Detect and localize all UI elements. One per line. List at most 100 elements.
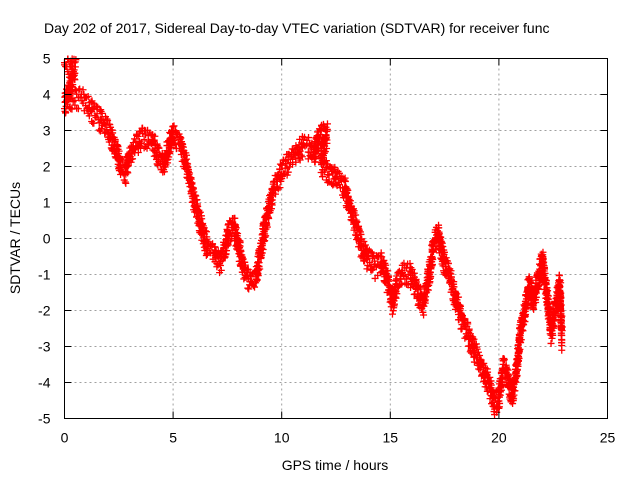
- data-point: [378, 253, 386, 261]
- data-point: [127, 158, 135, 166]
- data-point: [319, 173, 327, 181]
- data-point: [305, 134, 313, 142]
- data-point: [319, 141, 327, 149]
- data-point: [136, 128, 144, 136]
- data-point: [61, 89, 69, 97]
- data-point: [104, 116, 112, 124]
- data-point: [399, 268, 407, 276]
- data-point: [271, 190, 279, 198]
- data-point: [151, 132, 159, 140]
- data-point: [321, 125, 329, 133]
- data-point: [154, 143, 162, 151]
- data-point: [518, 326, 526, 334]
- y-tick-label: 0: [43, 231, 51, 247]
- data-point: [511, 387, 519, 395]
- data-point: [406, 260, 414, 268]
- data-point: [361, 251, 369, 259]
- data-point: [84, 92, 92, 100]
- y-tick-label: 1: [43, 195, 51, 211]
- data-point: [194, 202, 202, 210]
- data-point: [469, 335, 477, 343]
- data-point: [455, 293, 463, 301]
- y-tick-label: -3: [38, 339, 51, 355]
- data-point: [188, 180, 196, 188]
- data-point: [486, 373, 494, 381]
- data-point: [384, 267, 392, 275]
- data-point: [400, 259, 408, 267]
- axis-ticks: [64, 58, 608, 419]
- data-point: [362, 241, 370, 249]
- data-point: [496, 399, 504, 407]
- data-point: [276, 184, 284, 192]
- data-point: [465, 325, 473, 333]
- data-point: [335, 181, 343, 189]
- data-point: [259, 245, 267, 253]
- data-point: [231, 214, 239, 222]
- data-point: [196, 208, 204, 216]
- data-point: [346, 197, 354, 205]
- data-point: [232, 224, 240, 232]
- data-point: [439, 243, 447, 251]
- data-point: [129, 155, 137, 163]
- data-point: [344, 186, 352, 194]
- data-point: [331, 163, 339, 171]
- data-point: [438, 238, 446, 246]
- data-point: [399, 271, 407, 279]
- y-tick-label: 2: [43, 159, 51, 175]
- data-point: [532, 293, 540, 301]
- data-point: [297, 151, 305, 159]
- data-point: [371, 257, 379, 265]
- data-point: [392, 294, 400, 302]
- data-point: [62, 108, 70, 116]
- data-point: [187, 174, 195, 182]
- y-tick-label: -4: [38, 375, 51, 391]
- data-point: [366, 258, 374, 266]
- data-point: [547, 339, 555, 347]
- y-tick-label: -1: [38, 267, 51, 283]
- data-point: [517, 336, 525, 344]
- x-tick-label: 15: [383, 430, 399, 446]
- data-point: [542, 280, 550, 288]
- data-point: [464, 320, 472, 328]
- data-point: [515, 354, 523, 362]
- data-point: [325, 171, 333, 179]
- data-point: [223, 242, 231, 250]
- data-point: [349, 206, 357, 214]
- data-point: [284, 168, 292, 176]
- data-point: [258, 249, 266, 257]
- x-tick-labels: 0 5 10 15 20 25: [61, 430, 616, 446]
- grid-lines: [64, 58, 608, 419]
- data-point: [388, 310, 396, 318]
- data-point: [364, 251, 372, 259]
- data-point: [345, 195, 353, 203]
- data-point: [447, 270, 455, 278]
- x-tick-label: 20: [491, 430, 507, 446]
- data-point: [227, 218, 235, 226]
- data-point: [390, 300, 398, 308]
- data-point: [114, 143, 122, 151]
- y-axis-label: SDTVAR / TECUs: [7, 182, 23, 294]
- data-point: [122, 179, 130, 187]
- data-point: [525, 274, 533, 282]
- data-point: [513, 366, 521, 374]
- data-point: [556, 284, 564, 292]
- data-point: [503, 365, 511, 373]
- data-point: [520, 321, 528, 329]
- data-point: [251, 283, 259, 291]
- data-point: [265, 215, 273, 223]
- data-point: [64, 81, 72, 89]
- data-point: [473, 345, 481, 353]
- data-point: [368, 266, 376, 274]
- data-point: [198, 215, 206, 223]
- data-point: [408, 265, 416, 273]
- data-point: [323, 120, 331, 128]
- data-point: [237, 247, 245, 255]
- x-tick-label: 10: [274, 430, 290, 446]
- data-point: [519, 327, 527, 335]
- y-tick-labels: -5 -4 -3 -2 -1 0 1 2 3 4 5: [38, 51, 51, 427]
- data-point: [512, 378, 520, 386]
- data-point: [256, 265, 264, 273]
- data-point: [363, 265, 371, 273]
- data-point: [181, 156, 189, 164]
- y-tick-label: -5: [38, 411, 51, 427]
